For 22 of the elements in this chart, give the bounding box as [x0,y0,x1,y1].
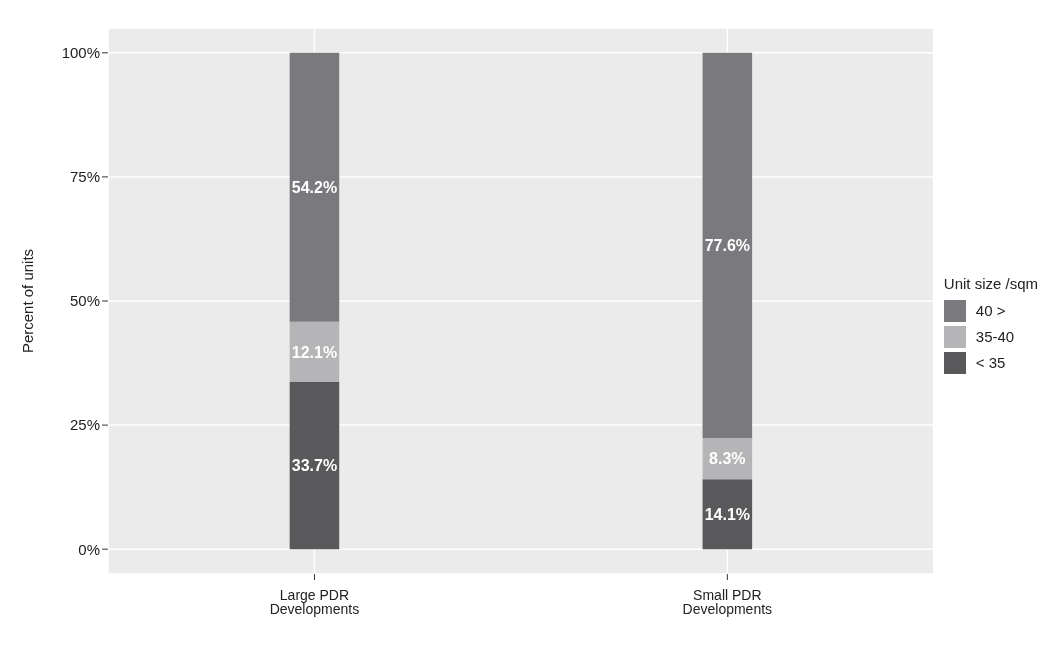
data-label: 33.7% [291,457,338,475]
bar [702,479,753,550]
y-tick-label: 50% [69,292,100,310]
data-label: 14.1% [704,505,751,523]
y-axis-title: Percent of units [19,248,37,354]
y-tick-label: 0% [78,540,100,558]
legend-label: < 35 [975,354,1006,371]
data-label: 8.3% [709,450,746,468]
legend-title: Unit size /sqm [943,274,1038,292]
x-tick-label: Small PDR Developments [682,586,773,617]
data-label: 77.6% [704,237,751,255]
y-tick-label: 75% [69,168,100,186]
y-tick-label: 25% [69,416,100,434]
data-label: 54.2% [291,179,338,197]
legend-label: 35-40 [975,328,1015,345]
y-tick-label: 100% [61,44,100,62]
data-label: 12.1% [291,343,338,361]
bar [289,381,340,550]
bar [702,52,753,438]
x-tick-label: Large PDR Developments [269,586,360,617]
legend-label: 40 > [975,302,1006,319]
bar [289,52,340,322]
